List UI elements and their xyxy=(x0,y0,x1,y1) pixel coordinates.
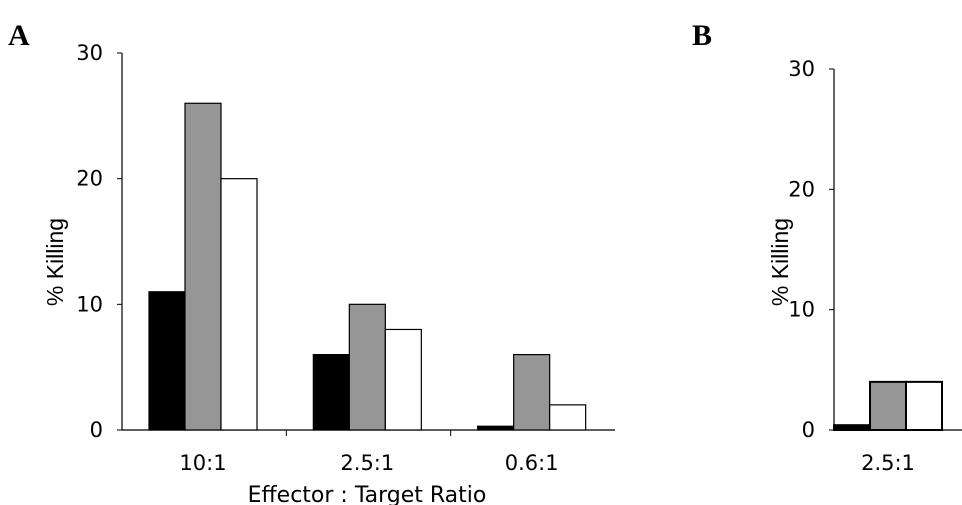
chart-panel-b: B % Killing 0 10 20 30 2.5:1 xyxy=(692,19,962,475)
panel-b-y-tick-label: 10 xyxy=(788,298,815,322)
panel-a-label: A xyxy=(8,19,30,52)
panel-b-bar xyxy=(869,380,907,432)
panel-a-bar xyxy=(384,328,422,431)
panel-a-y-axis-title: % Killing xyxy=(42,218,68,306)
panel-b-label: B xyxy=(692,19,712,52)
panel-b-bar xyxy=(905,380,943,432)
panel-a-y-tick-label: 30 xyxy=(76,41,103,65)
panel-a-bar xyxy=(348,303,386,431)
panel-b-y-tick-label: 20 xyxy=(788,177,815,201)
panel-b-y-axis-title: % Killing xyxy=(767,218,793,306)
panel-a-bar xyxy=(148,291,186,431)
panel-a-bar xyxy=(184,102,222,431)
panel-a-bar xyxy=(220,178,258,431)
panel-a-y-tick-label: 10 xyxy=(76,292,103,316)
panel-a-x-axis-title: Effector : Target Ratio xyxy=(248,483,487,505)
panel-a-bar xyxy=(513,354,551,431)
chart-panel-a: A % Killing Effector : Target Ratio 0 10 2… xyxy=(8,19,615,505)
panel-b-bar xyxy=(833,424,871,432)
panel-a-y-tick-label: 20 xyxy=(76,167,103,191)
panel-b-y-tick-label: 30 xyxy=(788,57,815,81)
panel-a-y-tick-label: 0 xyxy=(90,418,103,442)
panel-a-bar xyxy=(549,404,587,431)
panel-a-bar xyxy=(477,425,515,431)
panel-a-x-tick-label: 0.6:1 xyxy=(505,451,559,475)
panel-a-bar xyxy=(312,354,350,431)
panel-b-y-tick-label: 0 xyxy=(802,418,815,442)
panel-b-x-tick-label: 2.5:1 xyxy=(861,451,915,475)
panel-a-x-tick-label: 2.5:1 xyxy=(340,451,394,475)
panel-a-x-tick-label: 10:1 xyxy=(179,451,226,475)
